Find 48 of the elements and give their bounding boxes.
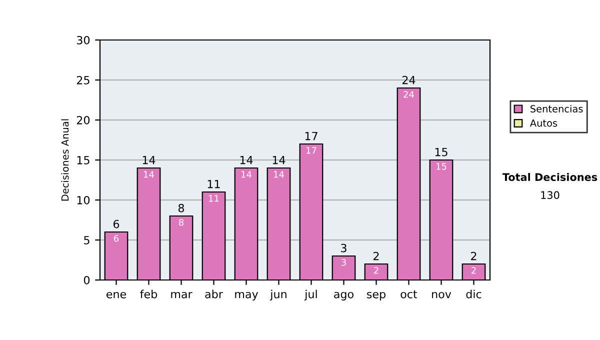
legend-label: Autos xyxy=(530,120,558,127)
data-label: 15 xyxy=(436,163,446,170)
text: 130 xyxy=(541,191,560,200)
x-tick-label: ago xyxy=(334,292,354,300)
total-label: 2 xyxy=(374,252,379,260)
x-tick-label: feb xyxy=(140,290,158,298)
x-tick-label: mar xyxy=(171,292,192,298)
total-label: 8 xyxy=(178,204,184,212)
total-label: 6 xyxy=(113,220,120,228)
y-tick-label: 20 xyxy=(76,116,90,124)
total-label: 14 xyxy=(240,156,253,164)
data-label: 8 xyxy=(178,218,184,226)
y-tick-label: 10 xyxy=(77,196,90,204)
data-label: 6 xyxy=(114,234,119,242)
legend-label: Sentencias xyxy=(530,104,583,112)
total-label: 11 xyxy=(208,180,220,188)
total-label: 2 xyxy=(471,252,476,260)
total-label: 14 xyxy=(142,156,156,164)
x-tick-label: nov xyxy=(432,292,452,298)
y-tick-label: 30 xyxy=(76,36,90,44)
x-tick-label: abr xyxy=(205,290,223,298)
x-tick-label: ene xyxy=(106,292,126,298)
total-label: 3 xyxy=(341,244,346,252)
data-label: 11 xyxy=(209,195,219,202)
data-label: 24 xyxy=(404,90,414,98)
data-label: 14 xyxy=(144,171,154,178)
data-label: 14 xyxy=(242,171,252,178)
total-label: 14 xyxy=(272,156,286,164)
x-tick-label: sep xyxy=(367,292,386,300)
x-tick-label: dic xyxy=(466,290,482,298)
x-tick-label: oct xyxy=(400,290,418,298)
y-tick-label: 5 xyxy=(84,236,90,244)
data-label: 3 xyxy=(342,258,346,266)
data-label: 2 xyxy=(472,266,476,274)
text: Total Decisiones xyxy=(502,172,598,182)
x-tick-label: may xyxy=(235,292,258,300)
total-label: 15 xyxy=(435,148,448,156)
total-label: 24 xyxy=(402,76,416,84)
x-tick-label: jul xyxy=(304,290,317,300)
y-tick-label: 15 xyxy=(77,156,90,164)
data-label: 17 xyxy=(306,147,316,154)
data-label: 14 xyxy=(274,171,284,178)
y-tick-label: 0 xyxy=(84,276,90,284)
x-tick-label: jun xyxy=(270,290,286,300)
total-label: 17 xyxy=(305,132,318,140)
data-label: 2 xyxy=(374,266,378,274)
y-axis-title: Decisiones Anual xyxy=(61,119,69,201)
y-tick-label: 25 xyxy=(76,76,90,84)
